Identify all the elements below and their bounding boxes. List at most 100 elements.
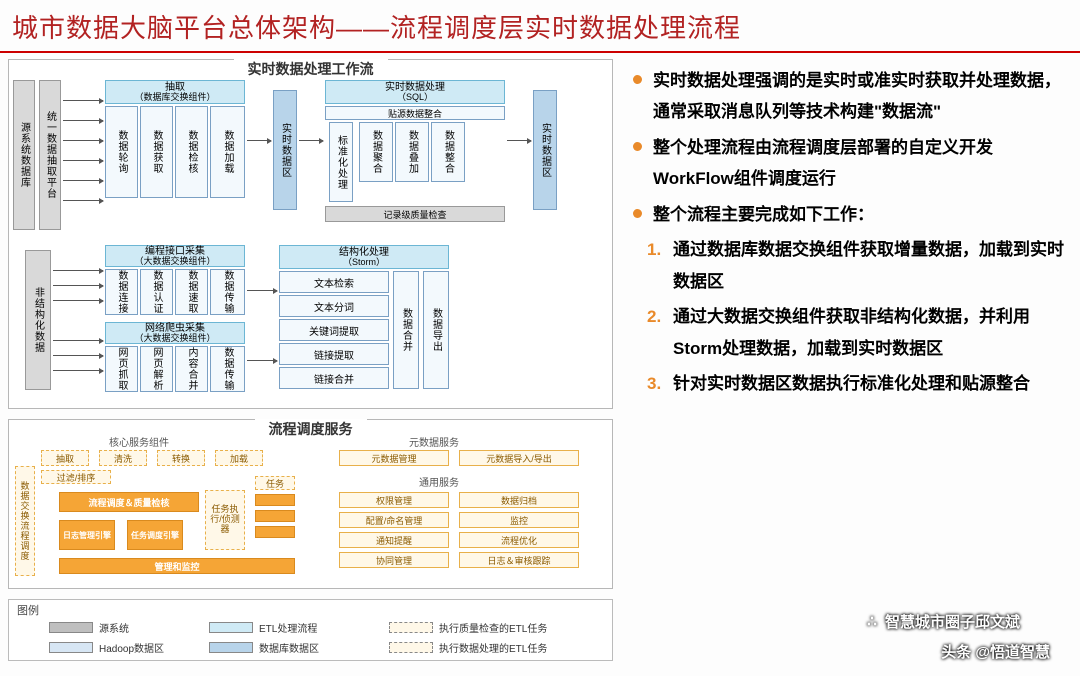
sql-item: 数据叠加 [395,122,429,182]
storm-side: 数据导出 [423,271,449,389]
legend-swatch [389,642,433,653]
storm-side: 数据合并 [393,271,419,389]
svc-row1: 加载 [215,450,263,466]
svc-row2: 过滤/排序 [41,470,111,484]
api-item: 数据速取 [175,269,208,315]
source-system-box: 源系统数据库 [13,80,35,230]
storm-item: 链接提取 [279,343,389,365]
sql-item: 数据聚合 [359,122,393,182]
api-item: 数据认证 [140,269,173,315]
arrow [53,340,103,341]
arrow [299,140,323,141]
task-head: 任务 [255,476,295,490]
svc-row1: 抽取 [41,450,89,466]
storm-group-sub: （Storm） [343,258,385,267]
extract-group-header: 抽取 （数据库交换组件） [105,80,245,104]
storm-item: 链接合并 [279,367,389,389]
api-group-sub: （大数据交换组件） [134,257,215,266]
svc-row1: 转换 [157,450,205,466]
api-group-header: 编程接口采集 （大数据交换组件） [105,245,245,267]
rt-zone-1: 实时数据区 [273,90,297,210]
sql-group-header: 实时数据处理 （SQL） [325,80,505,104]
legend-label: ETL处理流程 [259,620,317,635]
meta-item: 元数据导入/导出 [459,450,579,466]
bullet-item: 实时数据处理强调的是实时或准实时获取并处理数据，通常采取消息队列等技术构建"数据… [625,65,1066,128]
extract-item: 数据轮询 [105,106,138,198]
sql-group-label: 实时数据处理 [385,83,445,93]
watermark-wechat: ∴ 智慧城市圈子邱文斌 [865,611,1020,632]
crawler-item: 网页抓取 [105,346,138,392]
task-bar [255,526,295,538]
arrow [507,140,531,141]
storm-group-label: 结构化处理 [339,248,389,258]
svc-row1: 清洗 [99,450,147,466]
legend-swatch [209,642,253,653]
bullet-item: 整个处理流程由流程调度层部署的自定义开发WorkFlow组件调度运行 [625,132,1066,195]
unified-platform-box: 统一数据抽取平台 [39,80,61,230]
crawler-group-header: 网络爬虫采集 （大数据交换组件） [105,322,245,344]
numbered-item: 通过大数据交换组件获取非结构化数据，并利用Storm处理数据，加载到实时数据区 [673,301,1066,364]
arrow [53,355,103,356]
page-title: 城市数据大脑平台总体架构——流程调度层实时数据处理流程 [0,0,1080,51]
watermark-wechat-text: 智慧城市圈子邱文斌 [885,611,1020,632]
service-panel: 流程调度服务 核心服务组件 数据交换流程调度 抽取 清洗 转换 加载 过滤/排序… [8,419,613,589]
meta-item: 元数据管理 [339,450,449,466]
legend-panel: 图例 源系统 ETL处理流程 执行质量检查的ETL任务 Hadoop数据区 数据… [8,599,613,661]
storm-item: 关键词提取 [279,319,389,341]
title-sep: —— [336,13,390,43]
wechat-icon: ∴ [865,619,879,625]
workflow-panel-title: 实时数据处理工作流 [234,59,388,79]
arrow [247,290,277,291]
legend-swatch [389,622,433,633]
crawler-item: 内容合并 [175,346,208,392]
crawler-group-sub: （大数据交换组件） [134,334,215,343]
arrow [53,285,103,286]
legend-swatch [49,642,93,653]
description-column: 实时数据处理强调的是实时或准实时获取并处理数据，通常采取消息队列等技术构建"数据… [625,59,1072,661]
common-item: 监控 [459,512,579,528]
orange-bottom: 管理和监控 [59,558,295,574]
legend-item: 数据库数据区 [209,640,319,655]
sql-band: 贴源数据整合 [325,106,505,120]
common-item: 通知提醒 [339,532,449,548]
watermark-toutiao: 头条 @悟道智慧 [941,641,1050,662]
title-right: 流程调度层实时数据处理流程 [390,13,741,43]
legend-item: 执行质量检查的ETL任务 [389,620,547,635]
nonstruct-box: 非结构化数据 [25,250,51,390]
arrow [63,100,103,101]
arrow [247,360,277,361]
sql-item: 数据整合 [431,122,465,182]
extract-group-label: 抽取 [165,83,185,93]
sql-side: 标准化处理 [329,122,353,202]
core-title: 核心服务组件 [109,434,169,449]
legend-label: 执行质量检查的ETL任务 [439,620,547,635]
common-item: 数据归档 [459,492,579,508]
storm-item: 文本检索 [279,271,389,293]
extract-group-sub: （数据库交换组件） [134,93,215,102]
arrow [53,370,103,371]
left-side-label: 数据交换流程调度 [15,466,35,576]
legend-label: 数据库数据区 [259,640,319,655]
legend-title: 图例 [17,602,39,618]
legend-swatch [209,622,253,633]
sql-group-sub: （SQL） [397,93,433,102]
legend-item: ETL处理流程 [209,620,317,635]
arrow [63,160,103,161]
crawler-group-label: 网络爬虫采集 [145,324,205,334]
common-title: 通用服务 [419,474,459,489]
extract-item: 数据获取 [140,106,173,198]
title-left: 城市数据大脑平台总体架构 [12,13,336,43]
api-item: 数据传输 [210,269,245,315]
legend-label: 源系统 [99,620,129,635]
sql-footer: 记录级质量检查 [325,206,505,222]
common-item: 权限管理 [339,492,449,508]
task-bar [255,494,295,506]
legend-swatch [49,622,93,633]
orange-big: 流程调度＆质量检核 [59,492,199,512]
common-item: 配置/命名管理 [339,512,449,528]
arrow [63,140,103,141]
storm-item: 文本分词 [279,295,389,317]
numbered-item: 通过数据库数据交换组件获取增量数据，加载到实时数据区 [673,234,1066,297]
divider [0,51,1080,53]
rt-zone-2: 实时数据区 [533,90,557,210]
